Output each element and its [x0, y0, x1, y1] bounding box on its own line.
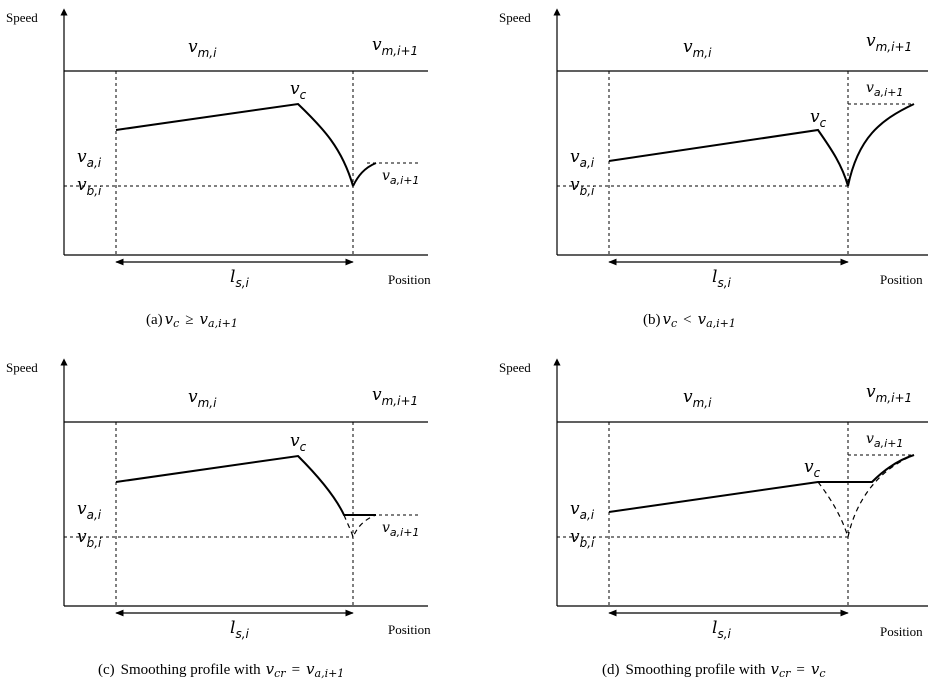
- smoothed-profile: [608, 454, 915, 513]
- label-v-a-i: va,i: [77, 499, 102, 522]
- panel-b: Speed Position vm,i vm,i+1 vc va,i vb,i …: [499, 8, 928, 330]
- label-v-a-i1: va,i+1: [866, 80, 903, 99]
- caption-a: (a) vc ≥ va,i+1: [146, 310, 238, 330]
- label-v-b-i: vb,i: [570, 175, 595, 198]
- caption-c: (c) Smoothing profile with vcr = va,i+1: [98, 660, 344, 680]
- label-v-c: vc: [810, 107, 827, 130]
- label-v-c: vc: [290, 431, 307, 454]
- panel-d: Speed Position vm,i vm,i+1 vc va,i vb,i …: [499, 358, 928, 680]
- label-l-s-i: ls,i: [712, 267, 732, 290]
- label-v-m-i: vm,i: [683, 37, 712, 60]
- label-l-s-i: ls,i: [230, 267, 250, 290]
- label-v-b-i: vb,i: [570, 527, 595, 550]
- label-l-s-i: ls,i: [230, 618, 250, 641]
- label-v-m-i1: vm,i+1: [866, 31, 912, 54]
- x-axis-label: Position: [880, 624, 923, 639]
- x-axis-label: Position: [388, 622, 431, 637]
- label-l-s-i: ls,i: [712, 618, 732, 641]
- speed-profile: [115, 102, 354, 187]
- label-v-m-i: vm,i: [683, 387, 712, 410]
- label-v-c: vc: [804, 457, 821, 480]
- smoothed-profile: [115, 454, 376, 516]
- label-v-m-i1: vm,i+1: [866, 382, 912, 405]
- next-accel-profile: [352, 162, 377, 187]
- label-v-a-i: va,i: [570, 499, 595, 522]
- y-axis-label: Speed: [499, 10, 531, 25]
- label-v-a-i: va,i: [570, 147, 595, 170]
- y-axis-label: Speed: [499, 360, 531, 375]
- speed-profile: [608, 128, 849, 187]
- y-axis-label: Speed: [6, 360, 38, 375]
- label-v-m-i1: vm,i+1: [372, 385, 418, 408]
- original-dip-profile: [817, 454, 915, 540]
- label-v-a-i1: va,i+1: [866, 431, 903, 450]
- label-v-a-i1: va,i+1: [382, 520, 419, 539]
- label-v-m-i1: vm,i+1: [372, 35, 418, 58]
- label-v-c: vc: [290, 79, 307, 102]
- label-v-a-i: va,i: [77, 147, 102, 170]
- label-v-a-i1: va,i+1: [382, 168, 419, 187]
- panel-c: Speed Position vm,i vm,i+1 vc va,i vb,i …: [6, 358, 431, 680]
- caption-d: (d) Smoothing profile with vcr = vc: [602, 660, 826, 680]
- panel-a: Speed Position vm,i vm,i+1 vc va,i vb,i …: [6, 8, 431, 330]
- label-v-m-i: vm,i: [188, 387, 217, 410]
- original-dip-profile: [343, 514, 377, 539]
- caption-b: (b) vc < va,i+1: [643, 310, 736, 330]
- y-axis-label: Speed: [6, 10, 38, 25]
- x-axis-label: Position: [388, 272, 431, 287]
- label-v-b-i: vb,i: [77, 175, 102, 198]
- label-v-m-i: vm,i: [188, 37, 217, 60]
- label-v-b-i: vb,i: [77, 527, 102, 550]
- next-accel-profile: [847, 103, 915, 187]
- x-axis-label: Position: [880, 272, 923, 287]
